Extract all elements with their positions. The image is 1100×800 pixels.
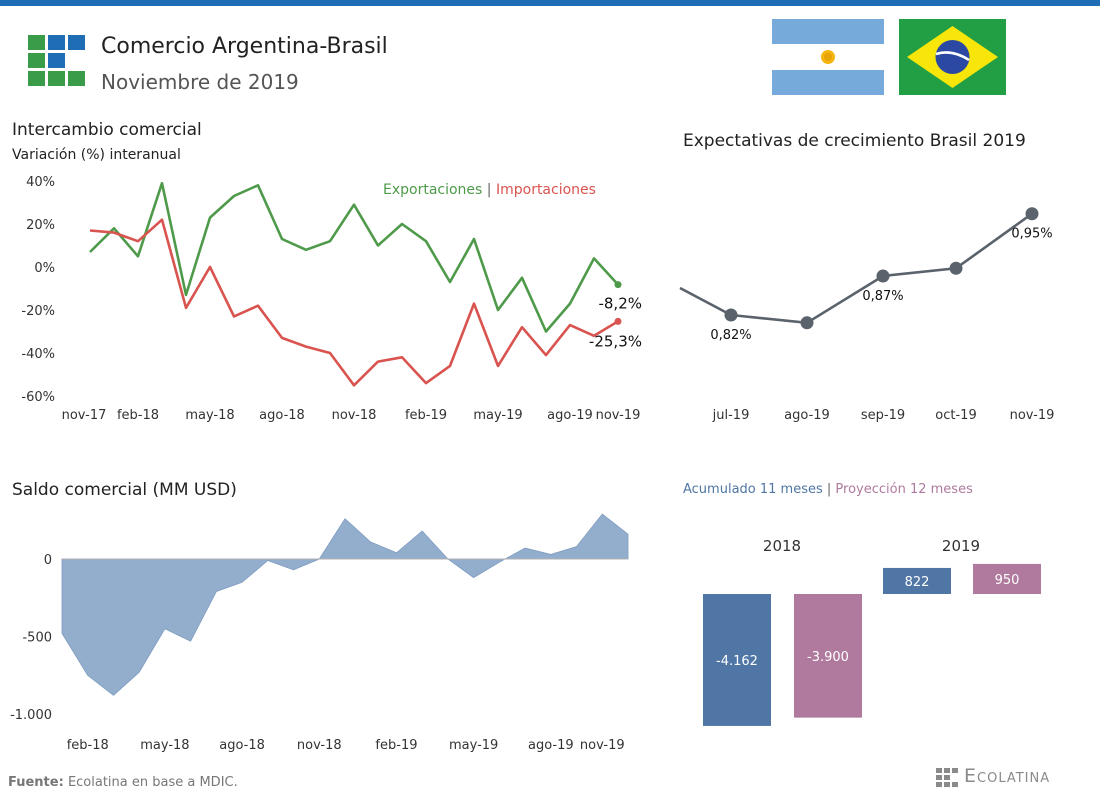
legend-separator: | [486,182,492,198]
x-tick-label: may-18 [140,738,189,753]
x-tick-label: nov-19 [580,738,625,753]
expectativas-point [800,316,814,330]
bar-value-label: -4.162 [716,654,758,669]
brazil-flag-icon [899,19,1006,95]
legend-acumulado: Acumulado 11 meses [683,482,823,497]
x-tick-label: sep-19 [861,408,905,423]
x-tick-label: may-19 [473,408,522,423]
legend-importaciones: Importaciones [495,182,596,198]
expectativas-point [724,308,738,322]
expectativas-point [876,269,890,283]
y-tick-label: -60% [21,390,55,405]
x-tick-label: nov-19 [1010,408,1055,423]
intercambio-legend: Exportaciones | Importaciones [383,182,596,198]
x-tick-label: nov-18 [297,738,342,753]
y-tick-label: 0% [34,261,55,276]
x-tick-label: nov-17 [62,408,107,423]
y-tick-label: -20% [21,304,55,319]
y-tick-label: 0 [44,553,52,568]
category-label: 2019 [942,537,980,555]
x-tick-label: feb-19 [375,738,417,753]
acumulado-legend: Acumulado 11 meses | Proyección 12 meses [683,482,973,497]
bar-value-label: 950 [995,573,1020,588]
legend-proyeccion: Proyección 12 meses [835,482,973,497]
x-tick-label: ago-19 [528,738,574,753]
source-note: Fuente: Ecolatina en base a MDIC. [8,775,238,790]
exportaciones-end-point [614,281,622,289]
importaciones-line [89,218,619,387]
saldo-chart: 0 -500 -1.000 feb-18 may-18 ago-18 nov-18 feb-1… [10,513,629,753]
y-tick-label: 40% [26,175,55,190]
category-label: 2018 [763,537,801,555]
ecolatina-logo-icon [936,768,958,787]
expectativas-title: Expectativas de crecimiento Brasil 2019 [683,131,1026,151]
intercambio-chart: 40% 20% 0% -20% -40% -60% nov-17 feb-18 may-18 ag… [21,175,642,423]
x-tick-label: ago-18 [259,408,305,423]
x-tick-label: ago-19 [784,408,830,423]
exportaciones-end-label: -8,2% [598,295,642,313]
saldo-area [61,513,629,696]
bar-value-label: -3.900 [807,650,849,665]
x-tick-label: may-19 [449,738,498,753]
legend-exportaciones: Exportaciones [383,182,483,198]
expectativas-data-label: 0,95% [1011,227,1052,242]
acumulado-chart: 2018 -4.162 -3.900 2019 822 950 [703,537,1041,726]
x-tick-label: nov-19 [596,408,641,423]
page-title: Comercio Argentina-Brasil [101,34,388,59]
acumulado-bar [703,594,771,726]
intercambio-subtitle: Variación (%) interanual [12,147,181,163]
expectativas-data-label: 0,87% [862,289,903,304]
y-tick-label: 20% [26,218,55,233]
y-tick-label: -40% [21,347,55,362]
x-tick-label: jul-19 [712,408,750,423]
expectativas-line-lead [679,286,732,317]
expectativas-point [949,261,963,275]
brand-name: Ecolatina [964,765,1051,787]
argentina-flag-icon [772,19,884,95]
exportaciones-line [89,181,619,333]
source-label: Fuente: [8,775,64,790]
proyeccion-bar [973,563,1041,594]
expectativas-point [1025,207,1039,221]
x-tick-label: ago-19 [547,408,593,423]
y-tick-label: -500 [22,631,52,646]
legend-separator-2: | [826,482,832,497]
y-tick-label: -1.000 [10,708,52,723]
acumulado-bar [883,567,951,594]
x-tick-label: feb-19 [405,408,447,423]
x-tick-label: nov-18 [332,408,377,423]
x-tick-label: may-18 [185,408,234,423]
x-tick-label: ago-18 [219,738,265,753]
expectativas-chart: 0,82% 0,87% 0,95% jul-19 ago-19 sep-19 oct-19 n… [679,207,1055,423]
source-text: Ecolatina en base a MDIC. [67,775,238,790]
expectativas-line [730,212,1033,325]
intercambio-title: Intercambio comercial [12,120,202,140]
x-tick-label: feb-18 [67,738,109,753]
saldo-title: Saldo comercial (MM USD) [12,480,237,500]
proyeccion-bar [794,594,862,718]
bar-value-label: 822 [905,575,930,590]
importaciones-end-label: -25,3% [589,332,642,350]
expectativas-data-label: 0,82% [710,328,751,343]
importaciones-end-point [614,317,622,325]
top-accent-bar [0,0,1100,6]
x-tick-label: oct-19 [935,408,976,423]
page-subtitle: Noviembre de 2019 [101,70,299,94]
x-tick-label: feb-18 [117,408,159,423]
